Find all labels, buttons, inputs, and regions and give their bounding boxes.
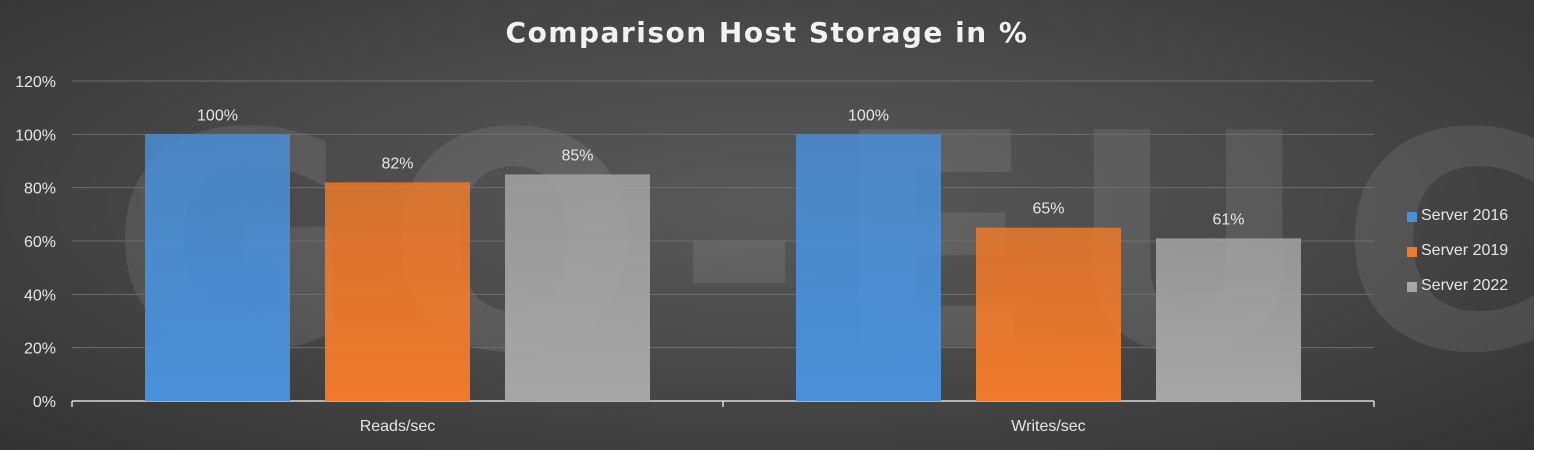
legend-label: Server 2022 xyxy=(1421,277,1509,294)
data-label: 82% xyxy=(381,155,413,172)
data-label: 65% xyxy=(1032,201,1064,218)
data-label: 100% xyxy=(197,107,238,124)
x-category-label: Writes/sec xyxy=(1011,418,1085,435)
data-label: 85% xyxy=(561,147,593,164)
legend-item: Server 2016 xyxy=(1407,207,1508,242)
legend-label: Server 2016 xyxy=(1421,207,1509,224)
legend-swatch xyxy=(1407,282,1417,292)
legend-label: Server 2019 xyxy=(1421,242,1509,259)
y-tick-label: 60% xyxy=(24,234,56,251)
bar xyxy=(796,134,941,402)
bar xyxy=(145,134,290,402)
x-category-label: Reads/sec xyxy=(360,418,436,435)
legend: Server 2016 Server 2019 Server 2022 xyxy=(1407,207,1508,312)
data-label: 100% xyxy=(848,107,889,124)
y-tick-label: 80% xyxy=(24,181,56,198)
y-tick-label: 0% xyxy=(33,394,56,411)
legend-item: Server 2019 xyxy=(1407,242,1508,277)
y-tick-label: 40% xyxy=(24,287,56,304)
chart-title: Comparison Host Storage in % xyxy=(505,16,1029,49)
bar xyxy=(505,174,650,401)
bar xyxy=(976,227,1121,401)
y-tick-label: 120% xyxy=(15,74,56,91)
legend-item: Server 2022 xyxy=(1407,277,1508,312)
y-tick-label: 20% xyxy=(24,341,56,358)
legend-swatch xyxy=(1407,212,1417,222)
bar xyxy=(325,182,470,401)
legend-swatch xyxy=(1407,247,1417,257)
data-label: 61% xyxy=(1212,211,1244,228)
bar xyxy=(1156,238,1301,401)
y-tick-label: 100% xyxy=(15,127,56,144)
